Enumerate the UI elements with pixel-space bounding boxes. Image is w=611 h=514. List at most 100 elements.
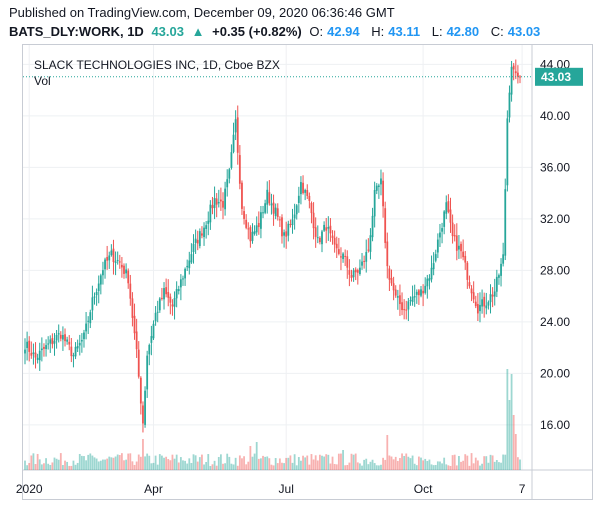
candle-body (142, 405, 144, 424)
candle-body (251, 231, 254, 241)
volume-bar (449, 465, 452, 470)
volume-bar (213, 460, 216, 470)
x-tick-label: 2020 (16, 482, 43, 496)
candle-body (329, 225, 332, 234)
volume-label: Vol (34, 74, 51, 88)
candle-body (146, 355, 149, 390)
volume-bar (110, 457, 113, 470)
volume-bar (453, 454, 456, 470)
volume-bar (321, 455, 323, 470)
candle-body (333, 237, 336, 245)
volume-bar (337, 453, 340, 470)
candle-body (407, 301, 410, 310)
candle-body (34, 352, 37, 358)
candle-body (424, 285, 427, 293)
candle-body (430, 267, 433, 280)
last-price: 43.03 (151, 24, 184, 39)
candle-body (198, 231, 201, 247)
volume-bar (485, 456, 488, 470)
volume-bar (291, 462, 294, 470)
candle-body (337, 249, 340, 254)
candle-body (417, 290, 420, 296)
candle-body (125, 269, 128, 274)
high-label: H: (371, 24, 385, 39)
volume-bar (104, 459, 106, 470)
y-tick-label: 28.00 (540, 263, 570, 277)
chart-frame[interactable] (22, 44, 593, 500)
chart-title: SLACK TECHNOLOGIES INC, 1D, Cboe BZX (34, 58, 280, 72)
candle-body (314, 227, 317, 237)
candle-body (434, 254, 437, 261)
candle-body (26, 341, 29, 348)
candle-body (110, 250, 113, 256)
volume-bar (47, 463, 50, 470)
volume-bar (504, 454, 507, 470)
volume-bar (514, 434, 517, 470)
volume-bar (375, 465, 378, 470)
candle-body (45, 345, 47, 350)
candle-body (453, 235, 456, 237)
candle-body (112, 248, 115, 262)
candle-body (491, 294, 494, 297)
volume-bar (102, 459, 104, 470)
candle-body (331, 235, 334, 238)
candle-body (519, 76, 521, 78)
candle-body (502, 254, 505, 264)
volume-bar (118, 455, 121, 470)
candle-body (375, 185, 378, 191)
y-tick-label: 40.00 (540, 109, 570, 123)
candle-body (293, 214, 296, 219)
volume-bar (139, 456, 142, 470)
candle-body (171, 304, 174, 307)
candle-body (36, 357, 39, 360)
candle-body (470, 288, 473, 294)
volume-bar (125, 459, 128, 470)
candle-body (222, 201, 224, 208)
volume-bar (228, 456, 231, 470)
volume-bar (196, 461, 199, 470)
volume-bar (163, 457, 165, 470)
volume-bar (481, 463, 483, 470)
volume-bar (272, 465, 275, 470)
volume-bar (38, 459, 41, 470)
volume-bar (76, 462, 79, 470)
price-change: +0.35 (+0.82%) (212, 24, 302, 39)
volume-bar (89, 453, 92, 470)
candle-body (458, 245, 460, 250)
candle-body (179, 279, 182, 288)
volume-bar (274, 458, 277, 470)
volume-bar (314, 455, 317, 470)
volume-bar (350, 453, 353, 470)
volume-bar (451, 455, 454, 470)
candle-body (156, 311, 159, 313)
candle-body (272, 202, 275, 214)
candle-body (87, 320, 90, 322)
candle-body (405, 309, 408, 311)
y-tick-label: 16.00 (540, 418, 570, 432)
candle-body (308, 195, 311, 201)
candle-body (466, 262, 469, 280)
volume-bar (154, 455, 157, 470)
volume-bar (268, 458, 271, 470)
candle-body (268, 192, 271, 204)
volume-bar (489, 454, 492, 470)
volume-bar (165, 456, 168, 470)
candle-body (495, 276, 498, 292)
volume-bar (85, 460, 87, 470)
volume-bar (169, 460, 172, 470)
candle-body (196, 239, 199, 244)
candle-body (443, 211, 446, 227)
candle-body (350, 275, 353, 278)
candle-body (123, 265, 125, 274)
volume-bar (441, 463, 443, 470)
candle-body (504, 189, 507, 256)
candle-body (432, 263, 435, 270)
candle-body (209, 204, 212, 223)
candle-body (158, 298, 161, 311)
volume-bar (161, 455, 163, 470)
candle-body (93, 296, 96, 298)
volume-bar (445, 464, 448, 470)
candle-body (373, 190, 376, 217)
